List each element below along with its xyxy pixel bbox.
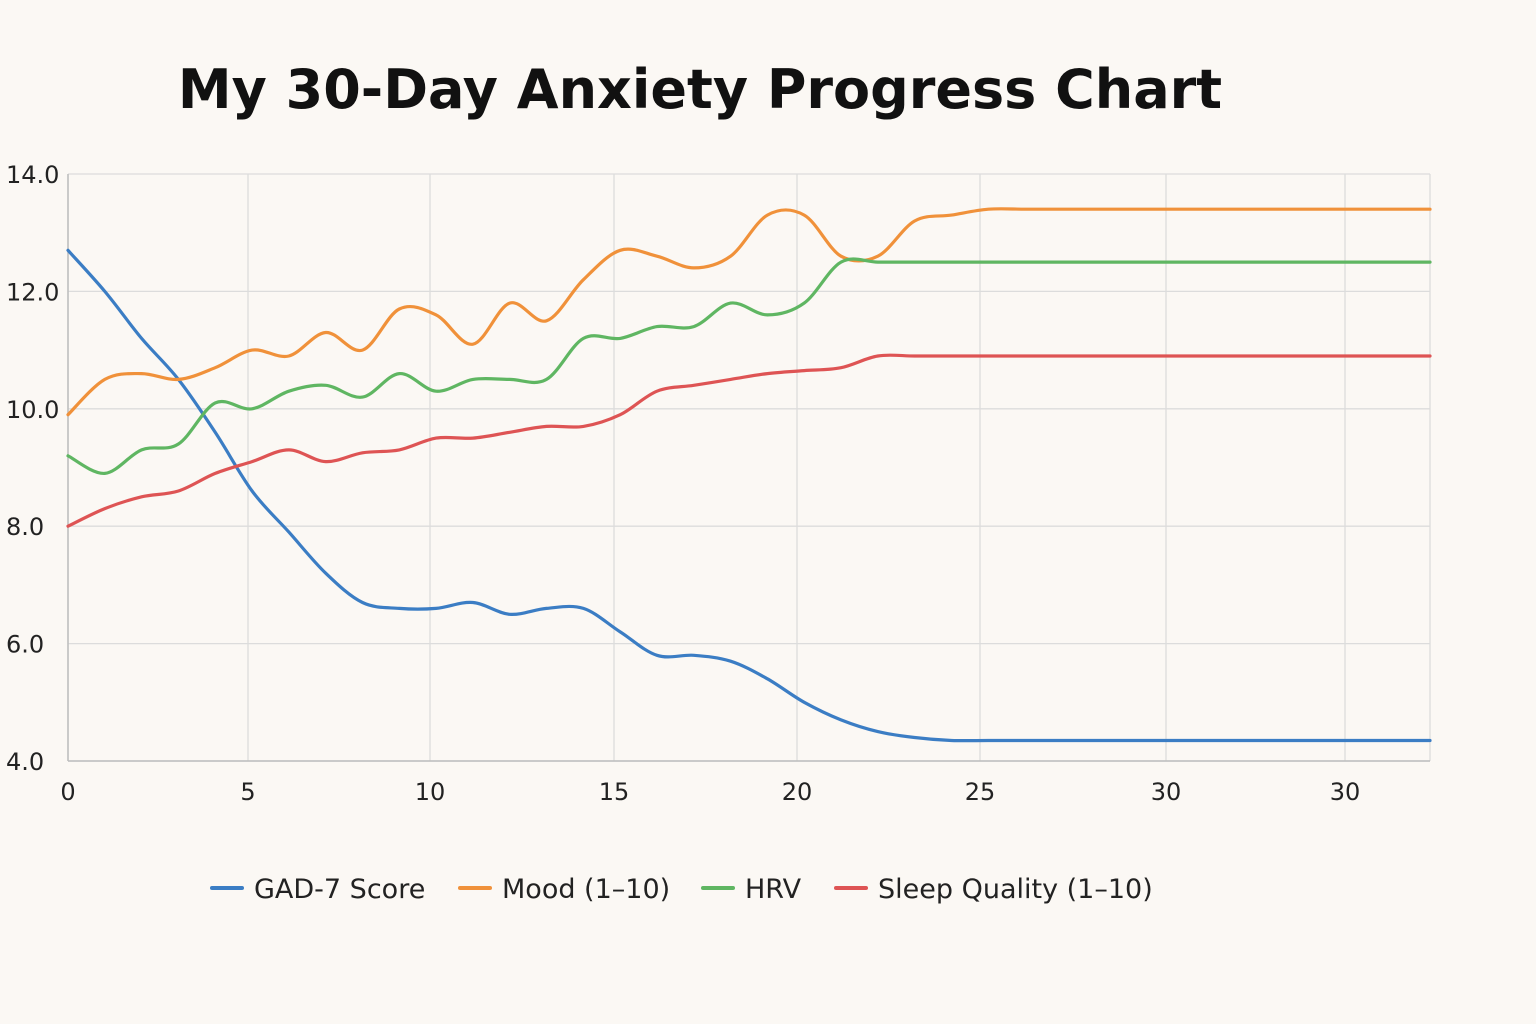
- x-tick-label: 30: [1330, 778, 1361, 806]
- series-layer: [66, 207, 1432, 743]
- y-tick-label: 10.0: [6, 396, 59, 424]
- legend-item-hrv: HRV: [701, 874, 802, 905]
- y-tick-label: 4.0: [6, 748, 44, 776]
- legend-label: HRV: [745, 874, 802, 905]
- y-tick-label: 6.0: [6, 631, 44, 659]
- x-tick-label: 0: [60, 778, 75, 806]
- series-line-mood-1-10: [66, 207, 1432, 417]
- legend-item-mood-1-10: Mood (1–10): [458, 874, 670, 905]
- x-tick-label: 5: [240, 778, 255, 806]
- legend-label: Sleep Quality (1–10): [878, 874, 1153, 905]
- series-line-gad-7-score: [66, 248, 1432, 743]
- x-tick-label: 20: [782, 778, 813, 806]
- x-tick-label: 25: [965, 778, 996, 806]
- legend: GAD-7 Score Mood (1–10) HRV Sleep Quality (…: [210, 874, 1153, 905]
- legend-item-sleep-quality-1-10: Sleep Quality (1–10): [834, 874, 1153, 905]
- x-tick-label: 15: [599, 778, 630, 806]
- grid: [67, 173, 1431, 762]
- y-tick-label: 14.0: [6, 161, 59, 189]
- series-line-hrv: [66, 257, 1432, 475]
- series-line-sleep-quality-1-10: [66, 353, 1432, 528]
- legend-label: GAD-7 Score: [254, 874, 425, 905]
- x-tick-label: 30: [1151, 778, 1182, 806]
- legend-item-gad-7-score: GAD-7 Score: [210, 874, 425, 905]
- y-tick-label: 12.0: [6, 278, 59, 306]
- y-tick-label: 8.0: [6, 513, 44, 541]
- axes: 4.0 6.0 8.0 10.0 12.0 14.0 0 5 10 15 20 25 30 30: [6, 161, 1430, 806]
- chart-title: My 30-Day Anxiety Progress Chart: [178, 58, 1222, 121]
- legend-label: Mood (1–10): [502, 874, 670, 905]
- x-tick-label: 10: [415, 778, 446, 806]
